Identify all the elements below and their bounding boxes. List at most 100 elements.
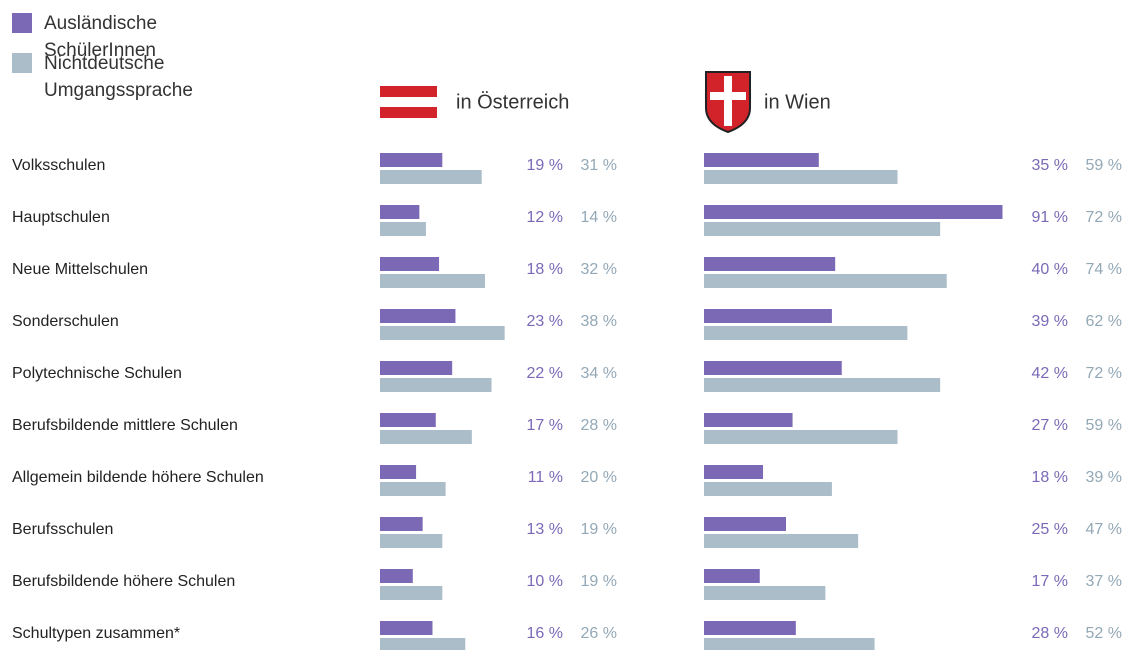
bar <box>704 205 1003 219</box>
bar <box>380 257 440 271</box>
panel-title: in Österreich <box>456 91 569 113</box>
value-label: 19 % <box>581 573 617 590</box>
value-label: 38 % <box>581 313 617 330</box>
value-label: 32 % <box>581 261 617 278</box>
value-label: 16 % <box>527 625 563 642</box>
bar <box>380 586 443 600</box>
category-label: Berufsbildende höhere Schulen <box>12 573 235 590</box>
value-label: 39 % <box>1032 313 1068 330</box>
bar <box>704 569 760 583</box>
bar <box>380 638 466 650</box>
legend-label: Nichtdeutsche Umgangssprache <box>44 53 193 101</box>
value-label: 59 % <box>1086 157 1122 174</box>
bar <box>380 413 436 427</box>
category-label: Hauptschulen <box>12 209 110 226</box>
category-label: Berufsbildende mittlere Schulen <box>12 417 238 434</box>
bar <box>704 430 898 444</box>
category-label: Volksschulen <box>12 157 105 174</box>
value-label: 22 % <box>527 365 563 382</box>
bar <box>704 361 842 375</box>
category-label: Schultypen zusammen* <box>12 625 180 642</box>
bar <box>380 378 492 392</box>
value-label: 23 % <box>527 313 563 330</box>
bar <box>704 517 786 531</box>
value-label: 31 % <box>581 157 617 174</box>
bar <box>704 170 898 184</box>
bar <box>380 361 453 375</box>
bar <box>380 170 482 184</box>
value-label: 11 % <box>528 469 563 486</box>
category-label: Sonderschulen <box>12 313 119 330</box>
bar <box>380 205 420 219</box>
value-label: 18 % <box>527 261 563 278</box>
value-label: 28 % <box>581 417 617 434</box>
bar <box>704 257 836 271</box>
vienna-shield <box>705 71 751 134</box>
value-label: 39 % <box>1086 469 1122 486</box>
bar <box>380 569 413 583</box>
value-label: 17 % <box>1032 573 1068 590</box>
value-label: 40 % <box>1032 261 1068 278</box>
bar <box>380 222 426 236</box>
value-label: 12 % <box>527 209 563 226</box>
panel-title: in Wien <box>764 91 831 113</box>
value-label: 26 % <box>581 625 617 642</box>
value-label: 34 % <box>581 365 617 382</box>
bar <box>380 534 443 548</box>
value-label: 74 % <box>1086 261 1122 278</box>
value-label: 72 % <box>1086 365 1122 382</box>
value-label: 47 % <box>1086 521 1122 538</box>
bar <box>380 326 505 340</box>
category-label: Neue Mittelschulen <box>12 261 148 278</box>
value-label: 28 % <box>1032 625 1068 642</box>
value-label: 18 % <box>1032 469 1068 486</box>
bar <box>704 465 764 479</box>
value-label: 10 % <box>527 573 563 590</box>
value-label: 59 % <box>1086 417 1122 434</box>
value-label: 52 % <box>1086 625 1122 642</box>
bar <box>380 482 446 496</box>
value-label: 91 % <box>1032 209 1068 226</box>
bar <box>380 430 472 444</box>
bar <box>704 586 826 600</box>
value-label: 25 % <box>1032 521 1068 538</box>
value-label: 19 % <box>581 521 617 538</box>
bar <box>380 153 443 167</box>
bar <box>380 274 485 288</box>
value-label: 37 % <box>1086 573 1122 590</box>
bar <box>704 413 793 427</box>
bar <box>380 517 423 531</box>
legend-swatch <box>12 53 32 73</box>
category-label: Allgemein bildende höhere Schulen <box>12 469 264 486</box>
bar <box>380 621 433 635</box>
value-label: 19 % <box>527 157 563 174</box>
value-label: 42 % <box>1032 365 1068 382</box>
bar <box>704 534 859 548</box>
value-label: 27 % <box>1032 417 1068 434</box>
value-label: 20 % <box>581 469 617 486</box>
bar <box>704 621 796 635</box>
value-label: 17 % <box>527 417 563 434</box>
bar <box>380 465 417 479</box>
category-label: Polytechnische Schulen <box>12 365 182 382</box>
value-label: 35 % <box>1032 157 1068 174</box>
value-label: 13 % <box>527 521 563 538</box>
bar <box>704 274 947 288</box>
bar <box>704 326 908 340</box>
bar <box>704 309 832 323</box>
value-label: 14 % <box>581 209 617 226</box>
value-label: 62 % <box>1086 313 1122 330</box>
austria-flag <box>380 86 437 118</box>
category-label: Berufsschulen <box>12 521 113 538</box>
bar <box>704 378 941 392</box>
bar <box>704 153 819 167</box>
bar <box>704 638 875 650</box>
bar <box>704 222 941 236</box>
bar <box>380 309 456 323</box>
bar <box>704 482 832 496</box>
value-label: 72 % <box>1086 209 1122 226</box>
legend-label: Ausländische SchülerInnen <box>44 13 158 61</box>
legend-swatch <box>12 13 32 33</box>
